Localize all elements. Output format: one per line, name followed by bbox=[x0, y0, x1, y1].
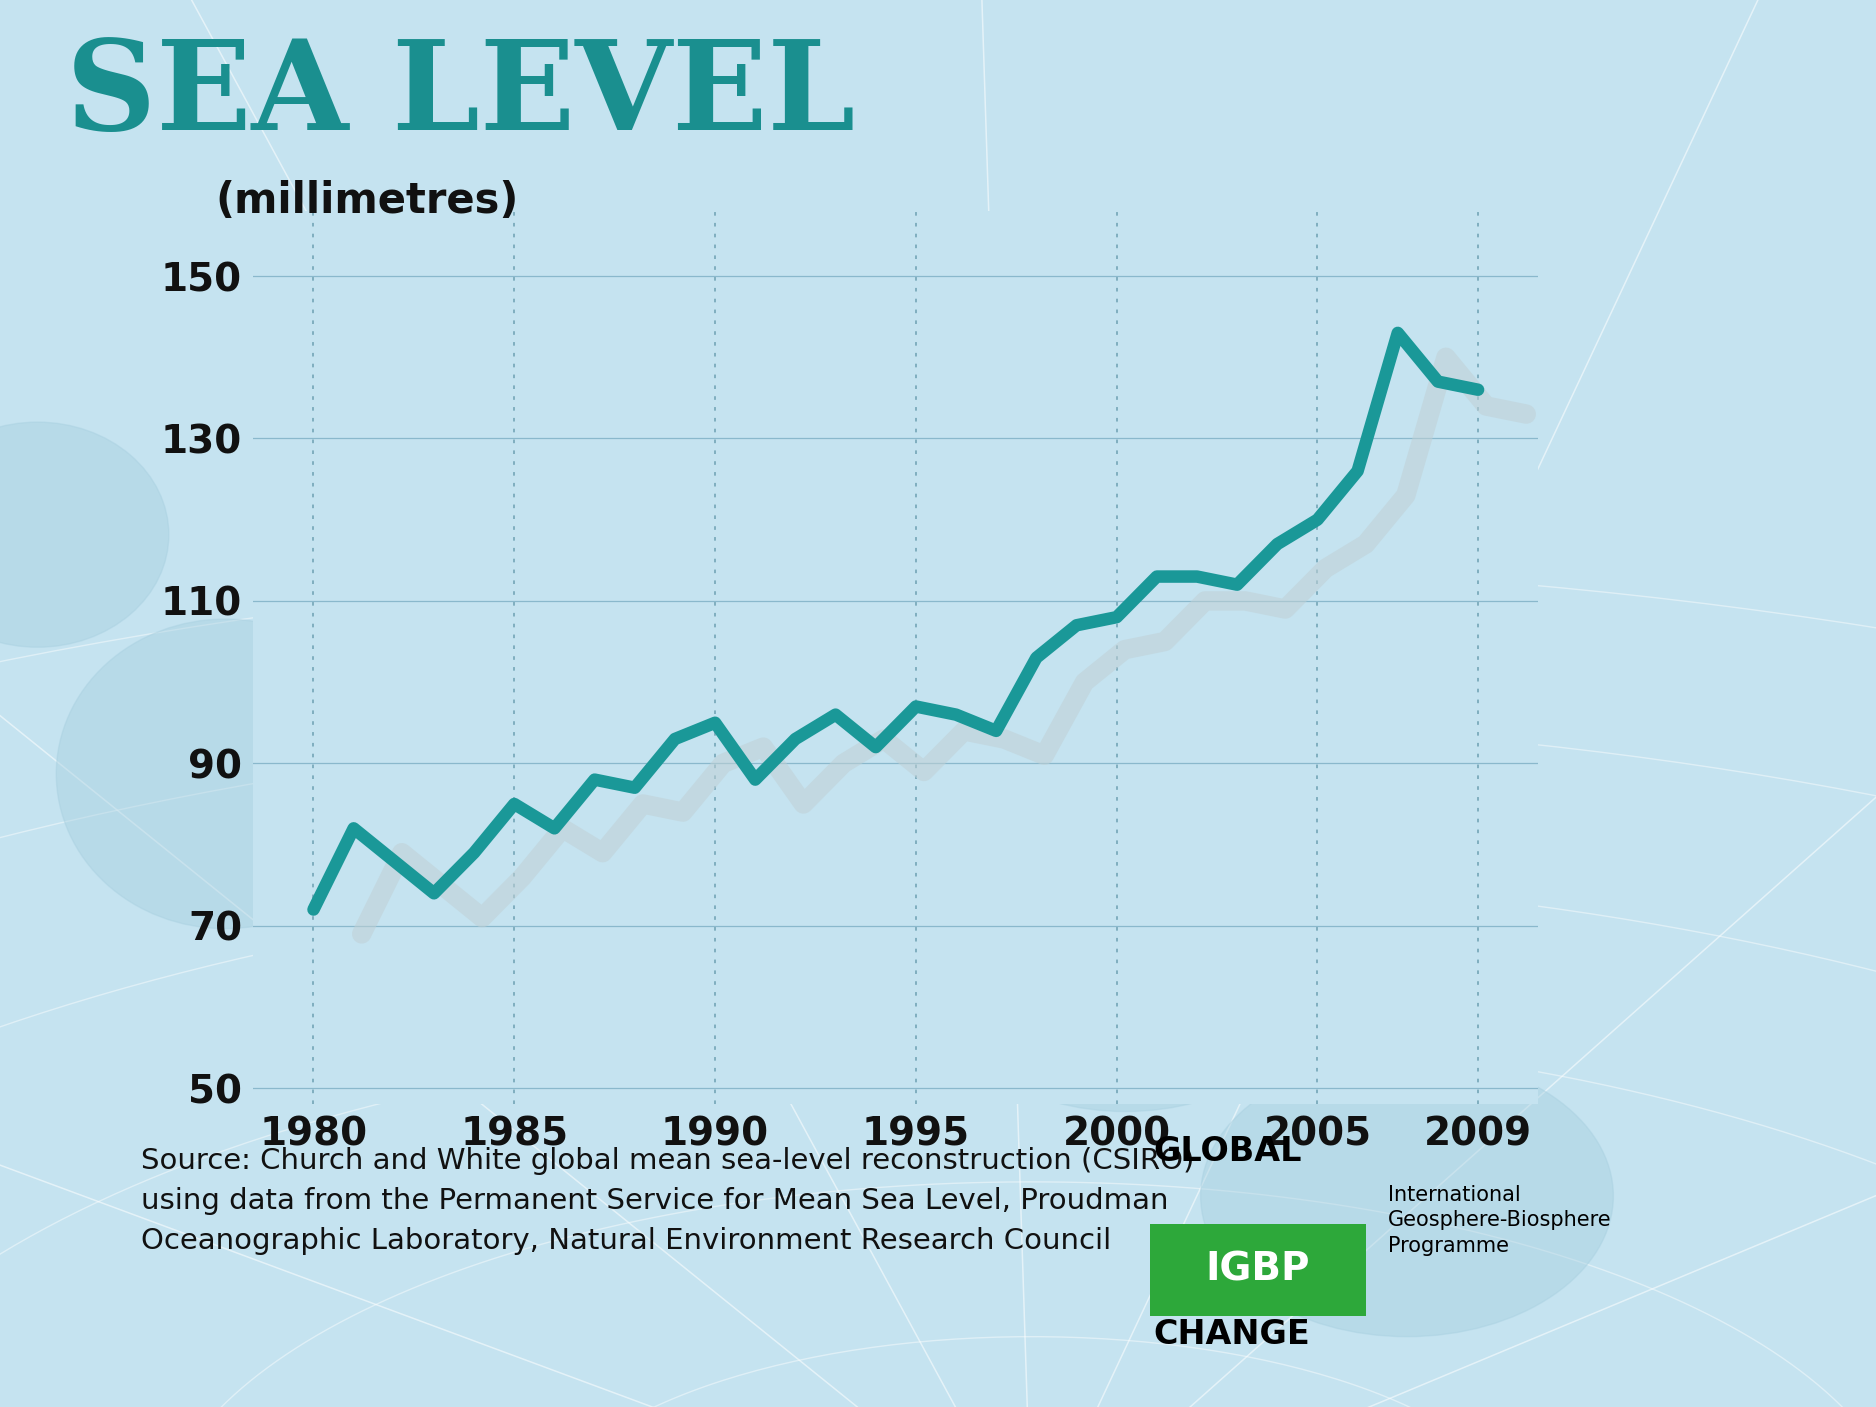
Ellipse shape bbox=[56, 619, 394, 929]
Ellipse shape bbox=[572, 288, 854, 499]
Text: IGBP: IGBP bbox=[1206, 1251, 1309, 1289]
Text: CHANGE: CHANGE bbox=[1154, 1318, 1311, 1351]
Ellipse shape bbox=[797, 317, 1266, 668]
Ellipse shape bbox=[938, 858, 1313, 1112]
Ellipse shape bbox=[1201, 1055, 1613, 1337]
Text: (millimetres): (millimetres) bbox=[216, 180, 520, 222]
Ellipse shape bbox=[413, 746, 638, 999]
Text: Source: Church and White global mean sea-level reconstruction (CSIRO)
using data: Source: Church and White global mean sea… bbox=[141, 1147, 1195, 1255]
Ellipse shape bbox=[1107, 492, 1445, 774]
Text: International
Geosphere-Biosphere
Programme: International Geosphere-Biosphere Progra… bbox=[1388, 1185, 1611, 1256]
Text: GLOBAL: GLOBAL bbox=[1154, 1135, 1302, 1168]
Ellipse shape bbox=[0, 422, 169, 647]
Text: SEA LEVEL: SEA LEVEL bbox=[66, 35, 855, 156]
